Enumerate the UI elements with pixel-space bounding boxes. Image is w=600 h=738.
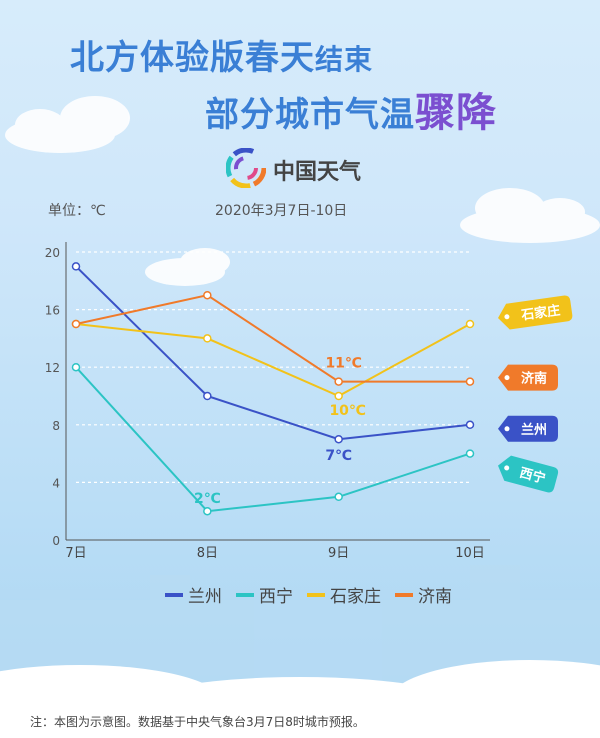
title-line-1: 北方体验版春天结束: [70, 30, 373, 79]
city-tag: 兰州: [498, 415, 558, 442]
title-line-2-emphasis: 骤降: [415, 90, 497, 136]
city-tag-shape: [498, 364, 558, 391]
y-tick-label: 8: [52, 419, 60, 433]
city-tag-shape: [498, 455, 559, 493]
x-tick-label: 8日: [197, 546, 218, 561]
title-line-2-main: 部分城市气温: [205, 95, 415, 135]
legend-item: 兰州: [165, 582, 222, 607]
data-point: [334, 391, 343, 401]
data-point: [203, 391, 212, 401]
y-tick-label: 16: [45, 304, 60, 318]
city-tag-hole: [504, 426, 510, 432]
legend-swatch: [395, 592, 413, 597]
data-point: [203, 290, 212, 300]
weather-logo-icon: [226, 148, 266, 188]
unit-label: 单位：℃: [48, 203, 106, 219]
series-line: [75, 294, 470, 383]
y-tick-label: 0: [52, 534, 60, 548]
legend-swatch: [236, 592, 254, 597]
data-point: [71, 362, 81, 372]
title-line-1-tail: 结束: [315, 43, 374, 76]
city-tag: 西宁: [498, 455, 559, 493]
series-line: [75, 265, 471, 441]
title-line-1-main: 北方体验版春天: [70, 38, 315, 78]
x-tick-label: 9日: [328, 546, 349, 561]
data-point: [334, 377, 343, 386]
data-point: [71, 319, 81, 329]
legend-label: 石家庄: [330, 587, 381, 607]
city-tag: 石家庄: [498, 295, 573, 330]
data-point: [334, 434, 343, 444]
series-line: [75, 323, 471, 398]
title-line-2: 部分城市气温骤降: [205, 80, 497, 138]
legend-item: 西宁: [236, 582, 293, 607]
city-tag-label: 济南: [521, 371, 547, 387]
chart-legend: 兰州 西宁 石家庄 济南: [165, 582, 452, 607]
data-label: 11℃: [325, 356, 361, 372]
legend-item: 济南: [395, 582, 452, 607]
data-point: [334, 492, 343, 502]
city-tag-label: 西宁: [518, 465, 547, 487]
city-tag-shape: [498, 415, 558, 442]
legend-label: 兰州: [188, 587, 222, 607]
data-point: [465, 377, 475, 386]
city-tag: 济南: [498, 364, 558, 391]
date-range: 2020年3月7日-10日: [215, 203, 348, 219]
city-tag-shape: [498, 295, 573, 330]
city-tag-label: 兰州: [521, 422, 547, 438]
legend-swatch: [165, 592, 183, 597]
y-tick-label: 12: [45, 361, 60, 375]
legend-label: 济南: [418, 587, 452, 607]
data-point: [465, 420, 475, 430]
data-label: 2℃: [194, 491, 221, 507]
city-tag-hole: [504, 465, 510, 471]
y-tick-label: 20: [45, 246, 60, 260]
data-label: 10℃: [329, 403, 365, 419]
x-tick-label: 7日: [65, 546, 86, 561]
city-tag-hole: [504, 314, 510, 320]
legend-item: 石家庄: [307, 582, 381, 607]
series-line: [75, 366, 471, 513]
data-point: [71, 262, 81, 271]
city-tag-label: 石家庄: [519, 302, 561, 323]
data-point: [203, 334, 212, 343]
footnote: 注：本图为示意图。数据基于中央气象台3月7日8时城市预报。: [30, 715, 365, 729]
city-tag-hole: [504, 375, 510, 381]
x-tick-label: 10日: [455, 546, 485, 561]
data-point: [203, 506, 212, 516]
brand-name: 中国天气: [273, 160, 362, 185]
data-point: [465, 449, 475, 458]
y-tick-label: 4: [52, 476, 60, 490]
data-point: [465, 319, 475, 329]
data-label: 7℃: [325, 448, 352, 464]
legend-label: 西宁: [259, 587, 293, 607]
legend-swatch: [307, 592, 325, 597]
